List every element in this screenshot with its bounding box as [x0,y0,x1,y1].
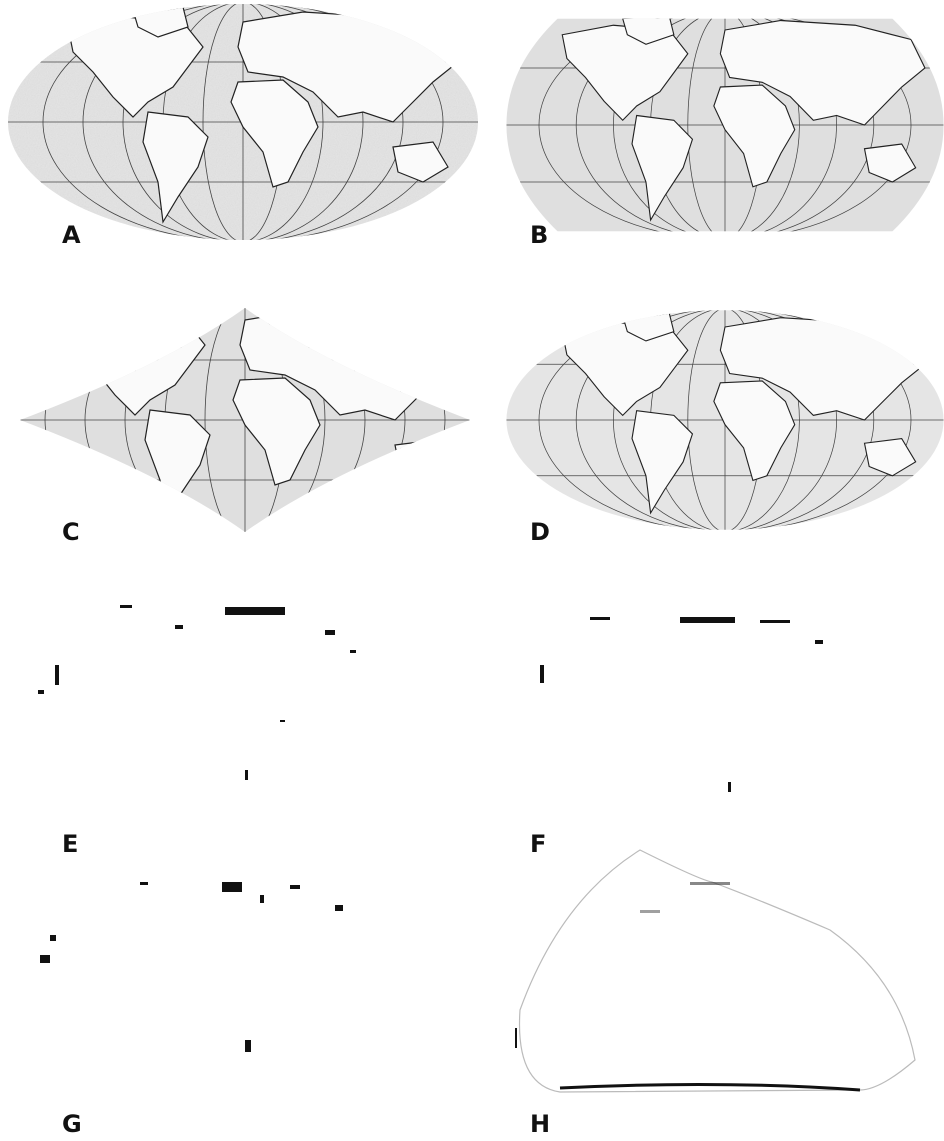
map-g [40,882,343,1052]
map-c [5,300,485,540]
panel-label: F [530,830,546,858]
panel-label: C [62,518,80,546]
map-b [502,11,944,239]
panel-label: D [530,518,550,546]
figure: A B C D E F G H [0,0,944,1141]
panel-label: B [530,221,548,249]
map-d [502,308,944,531]
map-e [38,605,356,780]
panel-label: E [62,830,78,858]
map-h [515,850,915,1092]
panel-label: A [62,221,81,249]
panel-label: G [62,1110,82,1138]
map-a [3,2,483,242]
panel-label: H [530,1110,550,1138]
map-f [540,617,823,792]
